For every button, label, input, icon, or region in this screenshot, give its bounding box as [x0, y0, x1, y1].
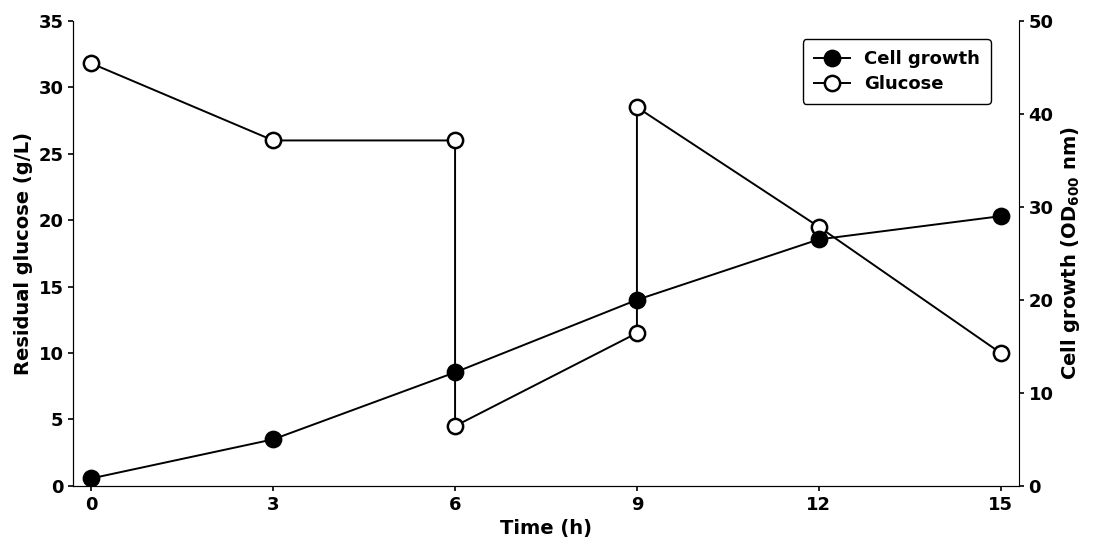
Glucose [266, 137, 279, 144]
Glucose [630, 104, 643, 110]
X-axis label: Time (h): Time (h) [500, 519, 592, 538]
Cell growth [812, 236, 825, 243]
Legend: Cell growth, Glucose: Cell growth, Glucose [802, 39, 991, 104]
Cell growth [84, 475, 98, 482]
Line: Glucose: Glucose [83, 56, 1008, 434]
Glucose [630, 330, 643, 336]
Cell growth [994, 213, 1007, 220]
Y-axis label: Residual glucose (g/L): Residual glucose (g/L) [14, 132, 33, 375]
Glucose [994, 349, 1007, 356]
Glucose [448, 137, 461, 144]
Cell growth [266, 436, 279, 443]
Glucose [84, 60, 98, 67]
Cell growth [448, 369, 461, 376]
Glucose [448, 423, 461, 429]
Line: Cell growth: Cell growth [83, 209, 1008, 486]
Glucose [812, 224, 825, 230]
Cell growth [630, 296, 643, 303]
Y-axis label: Cell growth (OD$_{600}$ nm): Cell growth (OD$_{600}$ nm) [1059, 126, 1082, 380]
